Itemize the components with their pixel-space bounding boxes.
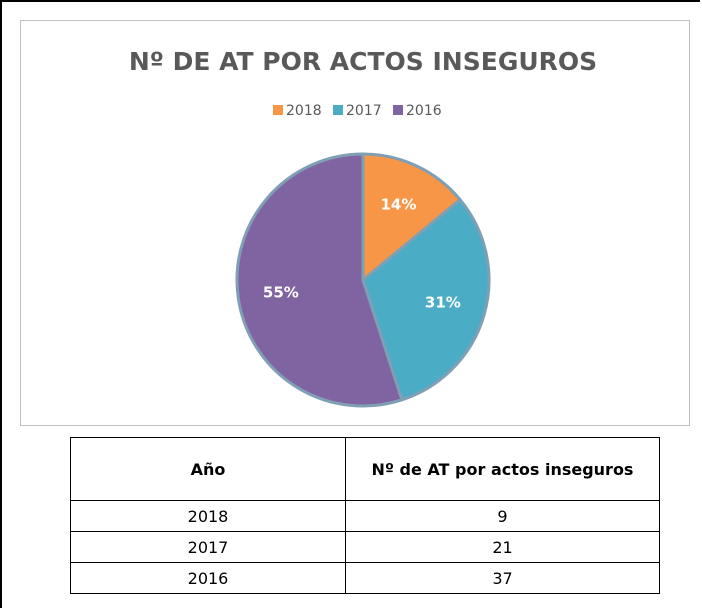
header-row: Año Nº de AT por actos inseguros xyxy=(70,437,660,501)
cell: 2016 xyxy=(70,562,346,594)
chart: Nº DE AT POR ACTOS INSEGUROS 2018 2017 201… xyxy=(129,47,597,408)
pie-slice xyxy=(361,198,491,402)
data-table: Año Nº de AT por actos inseguros 2018 9 2… xyxy=(70,437,660,594)
pie-slice xyxy=(361,152,462,282)
legend-swatch xyxy=(273,105,283,115)
row: 2016 37 xyxy=(70,562,660,594)
cell: 21 xyxy=(345,531,660,563)
row: 2018 9 xyxy=(70,500,660,532)
header-cell: Año xyxy=(70,437,346,501)
data-label: 31% xyxy=(425,294,461,312)
legend-label: 2018 xyxy=(286,103,322,119)
legend-label: 2017 xyxy=(346,103,382,119)
legend-swatch xyxy=(393,105,403,115)
header-cell: Nº de AT por actos inseguros xyxy=(345,437,660,501)
row: 2017 21 xyxy=(70,531,660,563)
chart-area: Nº DE AT POR ACTOS INSEGUROS 2018 2017 201… xyxy=(20,20,690,426)
legend-label: 2016 xyxy=(406,103,442,119)
pie-slice xyxy=(235,152,404,408)
cell: 2017 xyxy=(70,531,346,563)
data-label: 14% xyxy=(380,195,416,213)
cell: 2018 xyxy=(70,500,346,532)
cell: 9 xyxy=(345,500,660,532)
cell: 37 xyxy=(345,562,660,594)
chart-title: Nº DE AT POR ACTOS INSEGUROS xyxy=(129,47,597,76)
legend-swatch xyxy=(333,105,343,115)
data-label: 55% xyxy=(263,284,299,302)
